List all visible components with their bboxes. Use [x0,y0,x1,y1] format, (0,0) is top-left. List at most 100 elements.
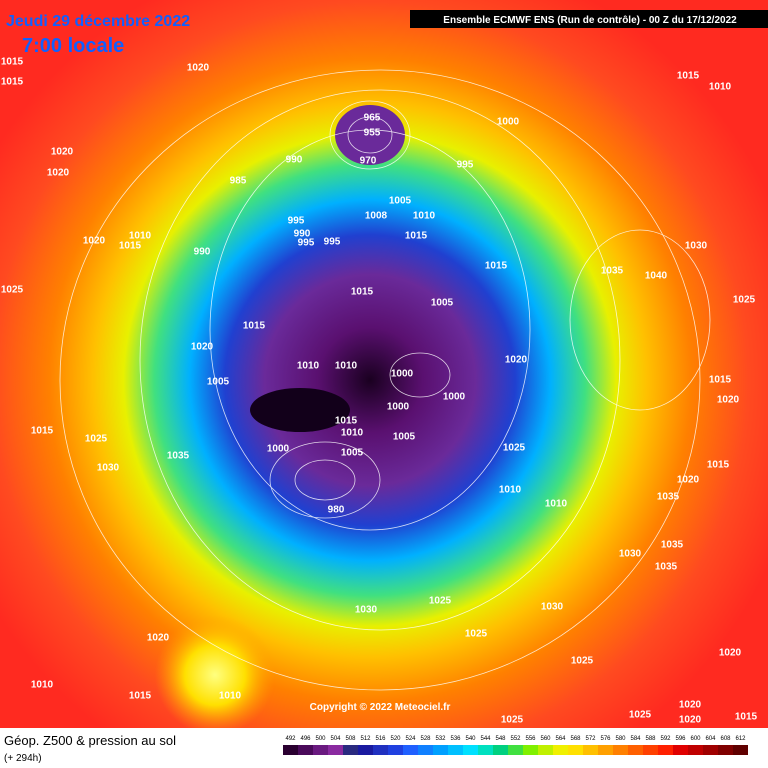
isobar-label: 1015 [1,57,24,68]
legend-label: 504 [330,736,341,742]
legend-swatch [493,745,508,755]
isobar-label: 980 [328,505,345,516]
legend-swatch [733,745,748,755]
legend-swatch [538,745,553,755]
legend-label: 600 [690,736,701,742]
legend-label: 584 [630,736,641,742]
legend-swatch [328,745,343,755]
isobar-label: 1025 [85,434,108,445]
legend-label: 532 [435,736,446,742]
legend-label: 528 [420,736,431,742]
run-info: Ensemble ECMWF ENS (Run de contrôle) - 0… [443,15,737,26]
isobar-label: 1010 [297,361,320,372]
isobar-label: 1020 [51,147,74,158]
legend-swatch [418,745,433,755]
isobar-label: 1015 [119,241,142,252]
legend-swatch [508,745,523,755]
legend-swatch [298,745,313,755]
isobar-label: 1015 [735,712,758,723]
high-blob [155,615,275,735]
isobar-label: 1008 [365,211,388,222]
isobar-label: 1000 [391,369,414,380]
product-title: Géop. Z500 & pression au sol [4,733,176,748]
isobar-label: 970 [360,156,377,167]
isobar-label: 1000 [497,117,520,128]
lead-time: (+ 294h) [4,753,42,764]
legend-swatch [628,745,643,755]
legend-swatch [388,745,403,755]
isobar-label: 990 [294,229,311,240]
isobar-label: 1020 [717,395,740,406]
isobar-label: 1025 [501,715,524,726]
isobar-label: 1015 [335,416,358,427]
legend-label: 588 [645,736,656,742]
isobar-label: 1010 [219,691,242,702]
isobar-label: 1035 [167,451,190,462]
isobar-label: 995 [324,237,341,248]
time: 7:00 locale [22,35,124,57]
legend-swatch [568,745,583,755]
isobar-label: 1015 [1,77,24,88]
isobar-label: 1005 [431,298,454,309]
isobar-label: 1015 [709,375,732,386]
isobar-label: 1005 [207,377,230,388]
isobar-lines [59,69,711,691]
isobar-label: 1025 [429,596,452,607]
legend-label: 552 [510,736,521,742]
isobar-label: 1025 [1,285,24,296]
isobar-label: 1025 [629,710,652,721]
legend-label: 612 [735,736,746,742]
legend-swatch [613,745,628,755]
legend-swatch [463,745,478,755]
isobar-label: 1020 [719,648,742,659]
legend-label: 524 [405,736,416,742]
legend-label: 608 [720,736,731,742]
isobar-label: 1030 [685,241,708,252]
legend-label: 556 [525,736,536,742]
legend-label: 500 [315,736,326,742]
legend-label: 560 [540,736,551,742]
isobar-label: 1025 [503,443,526,454]
isobar-label: 995 [298,238,315,249]
legend-swatch [673,745,688,755]
legend-label: 508 [345,736,356,742]
isobar-label: 1015 [31,426,54,437]
legend-swatch [403,745,418,755]
isobar-label: 1025 [733,295,756,306]
isobar-label: 1015 [405,231,428,242]
legend-swatch [373,745,388,755]
low-core [250,388,350,432]
legend-swatch [313,745,328,755]
isobar-label: 1010 [31,680,54,691]
legend-swatch [583,745,598,755]
isobar-label: 1000 [267,444,290,455]
legend-label: 596 [675,736,686,742]
run-box [410,10,768,28]
isobar-label: 1030 [97,463,120,474]
legend-label: 604 [705,736,716,742]
date: Jeudi 29 décembre 2022 [6,13,190,30]
legend-label: 544 [480,736,491,742]
legend-swatch [343,745,358,755]
legend-swatch [553,745,568,755]
legend-swatch [658,745,673,755]
isobar-label: 1015 [485,261,508,272]
legend-label: 492 [285,736,296,742]
isobar-label: 1010 [413,211,436,222]
isobar-label: 1030 [541,602,564,613]
legend-swatch [643,745,658,755]
isobar-label: 1015 [351,287,374,298]
isobar-label: 1020 [677,475,700,486]
isobar-label: 1030 [619,549,642,560]
legend-swatch [478,745,493,755]
legend-label: 572 [585,736,596,742]
isobar-label: 1015 [243,321,266,332]
legend-swatch [688,745,703,755]
isobar-label: 1015 [129,691,152,702]
isobar-label: 1035 [601,266,624,277]
isobar-label: 1020 [505,355,528,366]
isobar-label: 1035 [657,492,680,503]
isobar-label: 1025 [465,629,488,640]
legend-swatch [598,745,613,755]
